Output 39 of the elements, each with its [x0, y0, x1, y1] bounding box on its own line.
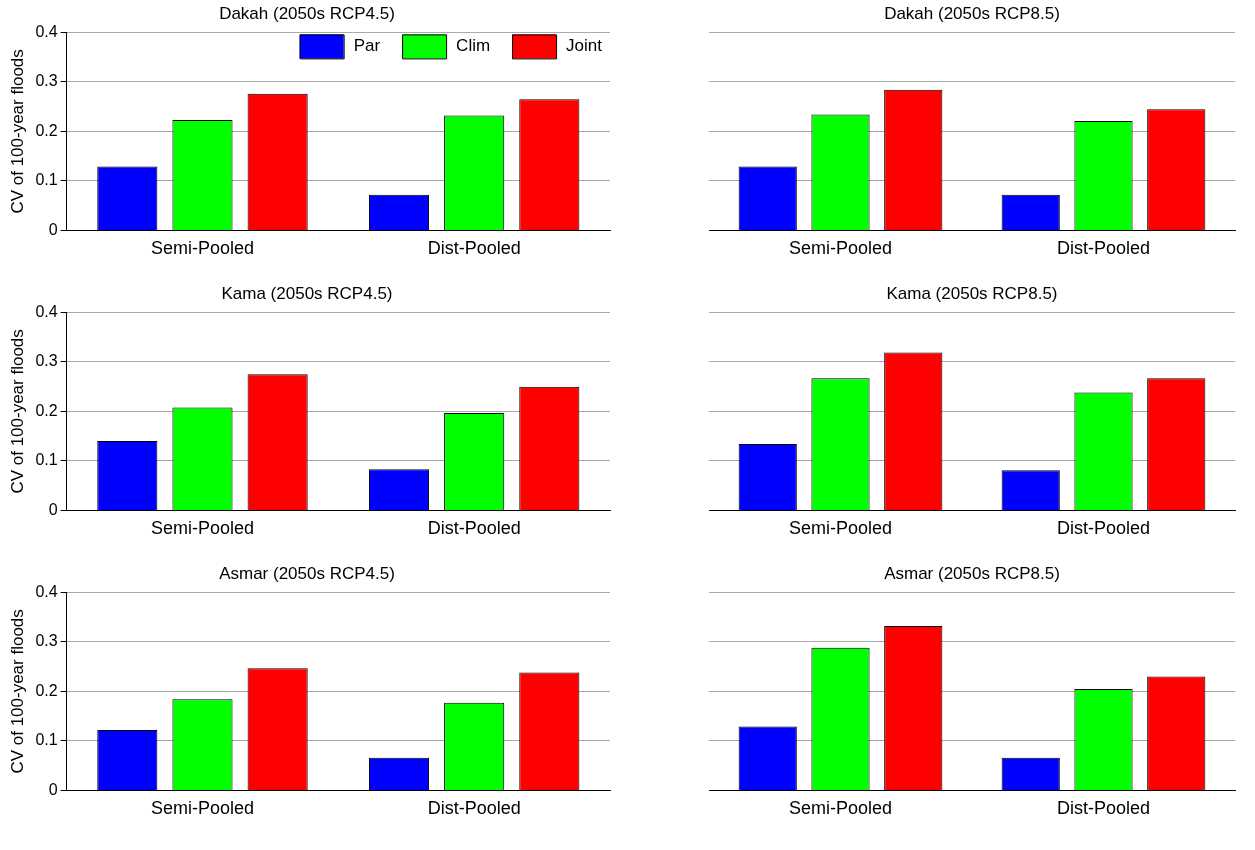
- y-tick-label: 0.1: [35, 171, 58, 189]
- legend-label: Par: [353, 36, 381, 56]
- y-tick-label: 0.2: [35, 401, 58, 419]
- chart-title: Dakah (2050s RCP4.5): [219, 3, 395, 23]
- y-axis-title: CV of 100-year floods: [7, 329, 27, 494]
- x-tick-label: Dist-Pooled: [1056, 798, 1151, 819]
- y-axis-title: CV of 100-year floods: [7, 49, 27, 214]
- x-tick-label: Semi-Pooled: [788, 798, 893, 819]
- x-tick-label: Dist-Pooled: [427, 518, 521, 539]
- chart-title: Asmar (2050s RCP8.5): [884, 563, 1060, 583]
- x-tick-label: Semi-Pooled: [150, 518, 255, 539]
- y-tick-label: 0: [48, 220, 58, 238]
- chart-title: Asmar (2050s RCP4.5): [219, 563, 395, 583]
- y-tick-label: 0.3: [35, 632, 58, 650]
- y-tick-label: 0.4: [35, 22, 58, 40]
- y-tick-label: 0.3: [35, 352, 58, 370]
- x-tick-label: Dist-Pooled: [1056, 238, 1151, 259]
- chart-title: Dakah (2050s RCP8.5): [884, 3, 1060, 23]
- x-tick-label: Semi-Pooled: [150, 238, 255, 259]
- y-tick-label: 0.1: [35, 731, 58, 749]
- y-tick-label: 0.4: [35, 302, 58, 320]
- chart-title: Kama (2050s RCP4.5): [221, 283, 393, 303]
- y-tick-label: 0.3: [35, 72, 58, 90]
- y-tick-label: 0: [48, 780, 58, 798]
- x-tick-label: Semi-Pooled: [788, 518, 893, 539]
- y-tick-label: 0.2: [35, 681, 58, 699]
- y-tick-label: 0: [48, 500, 58, 518]
- legend-label: Clim: [456, 36, 491, 56]
- chart-title: Kama (2050s RCP8.5): [886, 283, 1058, 303]
- x-tick-label: Dist-Pooled: [1056, 518, 1151, 539]
- x-tick-label: Dist-Pooled: [427, 798, 521, 819]
- y-tick-label: 0.2: [35, 121, 58, 139]
- x-tick-label: Dist-Pooled: [427, 238, 521, 259]
- y-tick-label: 0.1: [35, 451, 58, 469]
- y-axis-title: CV of 100-year floods: [7, 609, 27, 774]
- x-tick-label: Semi-Pooled: [788, 238, 893, 259]
- x-tick-label: Semi-Pooled: [150, 798, 255, 819]
- y-tick-label: 0.4: [35, 582, 58, 600]
- legend-label: Joint: [566, 36, 603, 56]
